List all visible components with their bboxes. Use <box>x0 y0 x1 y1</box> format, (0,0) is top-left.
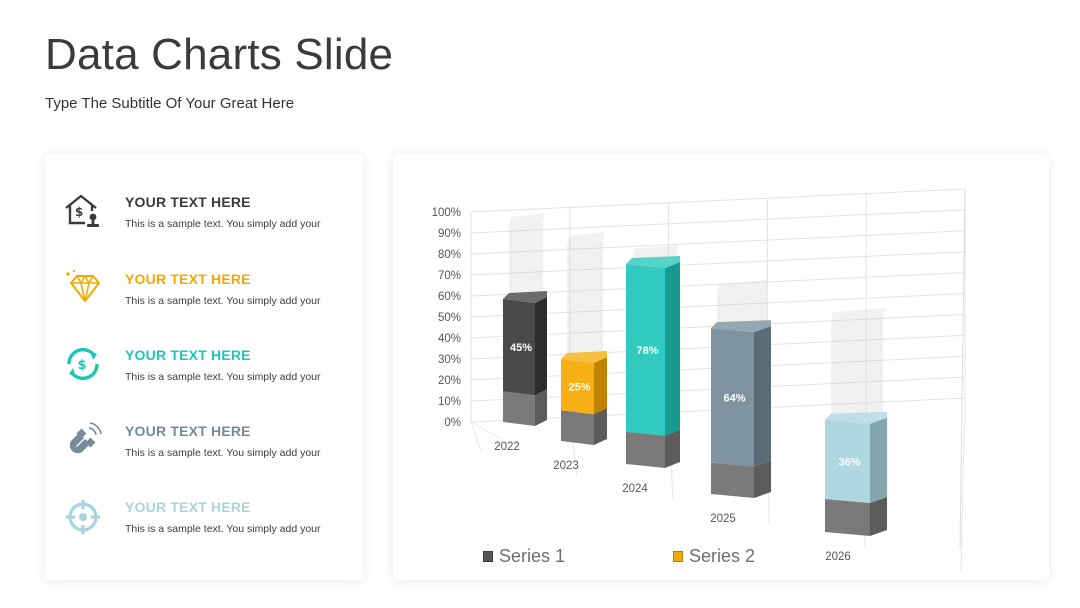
x-tick-label: 2026 <box>825 551 851 563</box>
bar-series-1 <box>561 410 594 445</box>
legend-series-2[interactable]: Series 2 <box>673 546 755 567</box>
y-tick-label: 10% <box>438 396 461 408</box>
feature-item-5: YOUR TEXT HERE This is a sample text. Yo… <box>45 496 363 556</box>
feature-text: This is a sample text. You simply add yo… <box>125 295 321 307</box>
bar-series-2-side <box>665 262 680 436</box>
bar-series-2-side <box>535 297 547 396</box>
x-tick-label: 2024 <box>622 483 648 495</box>
page-title: Data Charts Slide <box>45 30 394 79</box>
y-tick-label: 50% <box>438 312 461 324</box>
bar-series-2-top <box>825 411 887 424</box>
bar-series-1-side <box>870 497 887 536</box>
bar-series-2-top <box>503 291 547 303</box>
bar-series-2 <box>626 264 665 436</box>
feature-title: YOUR TEXT HERE <box>125 347 251 363</box>
y-tick-label: 80% <box>438 249 461 261</box>
bar-ghost-top <box>509 213 545 227</box>
data-label: 45% <box>510 342 532 354</box>
gridline <box>470 421 482 453</box>
y-tick-label: 40% <box>438 333 461 345</box>
gridline <box>960 397 966 573</box>
y-tick-label: 30% <box>438 354 461 366</box>
magnet-icon <box>69 422 102 454</box>
bar-series-1-side <box>594 408 607 445</box>
svg-text:$: $ <box>75 205 83 219</box>
house-money-icon: $ <box>65 194 99 227</box>
x-tick-label: 2023 <box>553 460 579 472</box>
data-label: 78% <box>636 345 658 357</box>
gridline <box>470 293 966 318</box>
bar-series-1-side <box>535 389 547 426</box>
bar-series-1-side <box>665 429 680 468</box>
feature-text: This is a sample text. You simply add yo… <box>125 523 321 535</box>
legend-label: Series 1 <box>499 546 566 566</box>
bar-series-2-side <box>594 357 607 415</box>
data-label: 36% <box>838 456 860 468</box>
bar-series-1 <box>626 431 665 468</box>
y-tick-label: 90% <box>438 228 461 240</box>
bar-series-2 <box>503 299 535 396</box>
bar-ghost-top <box>717 280 769 294</box>
feature-title: YOUR TEXT HERE <box>125 423 251 439</box>
bar-series-2-top <box>561 351 607 363</box>
bar-series-2-top <box>711 320 771 333</box>
feature-text: This is a sample text. You simply add yo… <box>125 447 321 459</box>
bar-series-1 <box>825 499 870 536</box>
data-label: 25% <box>568 382 590 394</box>
x-tick-label: 2022 <box>494 441 520 453</box>
feature-list-card: $ YOUR TEXT HERE This is a sample text. … <box>45 154 363 580</box>
bar-ghost-top <box>632 245 678 259</box>
chart-card: 0% 10% 20% 30% 40% 50% 60% 70% 80% 90% 100% 45% 2022… <box>393 154 1049 580</box>
bar-series-1-side <box>754 460 771 498</box>
dollar-exchange-icon: $ <box>67 347 99 381</box>
diamond-icon <box>66 270 100 302</box>
bar-series-1 <box>503 391 535 426</box>
gridline <box>959 188 966 549</box>
legend-series-1[interactable]: Series 1 <box>483 546 565 567</box>
bar-series-1 <box>711 462 754 498</box>
legend-swatch-icon <box>483 551 493 562</box>
bar-series-2 <box>561 359 594 415</box>
feature-item-2: YOUR TEXT HERE This is a sample text. Yo… <box>45 268 363 328</box>
y-tick-label: 20% <box>438 375 461 387</box>
bar-ghost-top <box>831 308 885 322</box>
bar-chart-3d: 0% 10% 20% 30% 40% 50% 60% 70% 80% 90% 100% 45% 2022… <box>432 188 966 573</box>
bar-series-2 <box>825 419 870 503</box>
gridline <box>470 188 966 213</box>
y-tick-label: 100% <box>432 207 461 219</box>
x-tick-label: 2025 <box>710 513 736 525</box>
bar-series-2 <box>711 328 754 467</box>
target-icon <box>66 500 100 534</box>
gridline <box>470 209 966 234</box>
feature-item-4: YOUR TEXT HERE This is a sample text. Yo… <box>45 420 363 480</box>
feature-title: YOUR TEXT HERE <box>125 499 251 515</box>
bar-series-2-side <box>870 417 887 503</box>
data-label: 64% <box>723 392 745 404</box>
feature-title: YOUR TEXT HERE <box>125 271 251 287</box>
bar-series-2-top <box>626 256 680 269</box>
feature-text: This is a sample text. You simply add yo… <box>125 371 321 383</box>
legend-label: Series 2 <box>689 546 756 566</box>
legend-swatch-icon <box>673 551 683 562</box>
feature-item-1: $ YOUR TEXT HERE This is a sample text. … <box>45 191 363 251</box>
y-tick-label: 60% <box>438 291 461 303</box>
feature-title: YOUR TEXT HERE <box>125 194 251 210</box>
bar-series-2-side <box>754 326 771 467</box>
svg-text:$: $ <box>78 358 87 373</box>
gridline <box>470 272 966 297</box>
feature-text: This is a sample text. You simply add yo… <box>125 218 321 230</box>
feature-item-3: $ YOUR TEXT HERE This is a sample text. … <box>45 344 363 404</box>
page-subtitle: Type The Subtitle Of Your Great Here <box>45 95 295 112</box>
gridline <box>470 251 966 276</box>
y-tick-label: 0% <box>444 417 461 429</box>
gridline <box>470 421 502 440</box>
gridline <box>470 230 966 255</box>
y-tick-label: 70% <box>438 270 461 282</box>
bar-ghost-top <box>567 232 605 246</box>
